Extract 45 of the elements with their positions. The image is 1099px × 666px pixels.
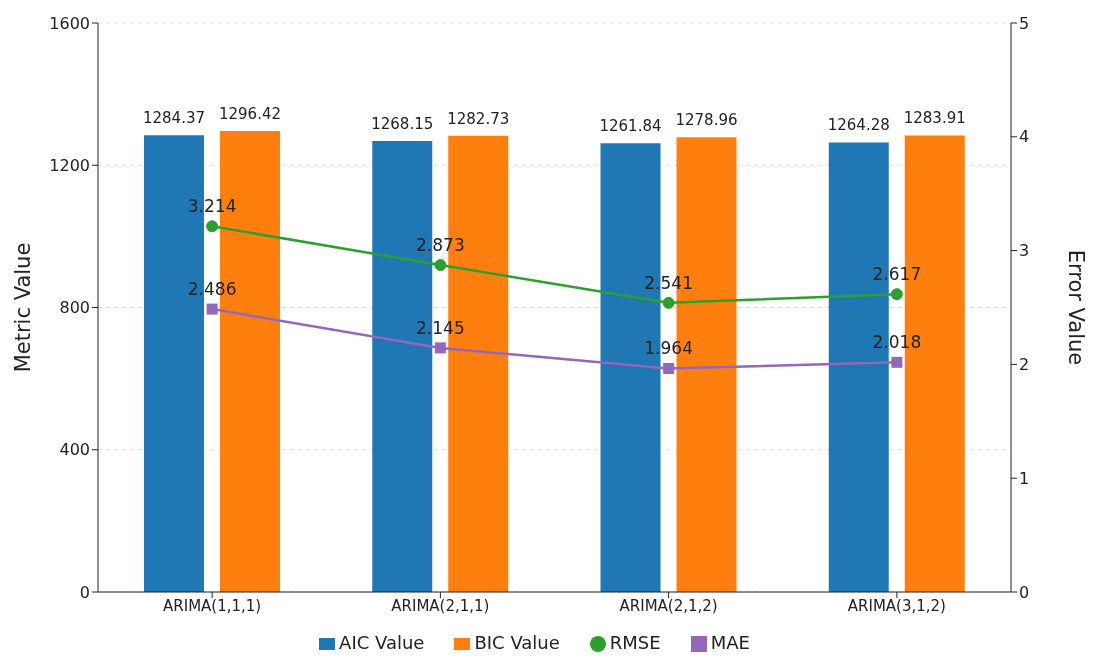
legend-label: BIC Value bbox=[474, 632, 560, 653]
data-label: 1282.73 bbox=[447, 109, 510, 128]
point bbox=[662, 296, 675, 309]
data-label: 2.617 bbox=[872, 264, 922, 285]
data-label: 3.214 bbox=[187, 196, 237, 217]
data-label: 1278.96 bbox=[675, 111, 738, 130]
y-tick-label: 0 bbox=[79, 582, 90, 602]
point bbox=[890, 288, 903, 301]
y2-tick-label: 1 bbox=[1019, 468, 1030, 488]
y2-tick-label: 2 bbox=[1019, 355, 1030, 375]
point bbox=[206, 303, 218, 315]
point bbox=[434, 342, 446, 354]
legend-label: RMSE bbox=[609, 632, 661, 653]
data-label: 2.873 bbox=[416, 235, 465, 256]
y-axis-title: Metric Value bbox=[11, 242, 36, 373]
data-label: 2.541 bbox=[644, 272, 693, 293]
y-tick-label: 800 bbox=[59, 298, 90, 318]
legend-label: AIC Value bbox=[339, 632, 425, 653]
data-label: 1283.91 bbox=[903, 109, 966, 128]
data-label: 1268.15 bbox=[371, 115, 434, 134]
x-tick-label: ARIMA(2,1,1) bbox=[391, 596, 490, 615]
y2-tick-label: 5 bbox=[1019, 13, 1030, 33]
data-label: 1261.84 bbox=[599, 117, 662, 136]
data-label: 2.486 bbox=[187, 279, 237, 300]
y-tick-label: 1200 bbox=[49, 155, 90, 175]
data-label: 1296.42 bbox=[218, 104, 282, 123]
point bbox=[434, 259, 447, 272]
x-tick-label: ARIMA(3,1,2) bbox=[847, 596, 946, 615]
point bbox=[891, 356, 903, 368]
data-label: 1264.28 bbox=[827, 116, 890, 135]
y2-tick-label: 0 bbox=[1019, 582, 1030, 602]
y2-axis-title: Error Value bbox=[1063, 249, 1088, 366]
y-tick-label: 400 bbox=[59, 440, 90, 460]
x-tick-label: ARIMA(2,1,2) bbox=[619, 596, 718, 615]
point bbox=[663, 363, 675, 374]
legend-label: MAE bbox=[710, 632, 750, 653]
point bbox=[206, 220, 219, 233]
data-label: 1.964 bbox=[644, 338, 693, 359]
data-label: 2.018 bbox=[872, 332, 922, 353]
y2-tick-label: 4 bbox=[1019, 127, 1030, 147]
y2-tick-label: 3 bbox=[1019, 241, 1030, 261]
data-label: 1284.37 bbox=[142, 109, 206, 128]
data-label: 2.145 bbox=[416, 317, 465, 338]
y-tick-label: 1600 bbox=[49, 13, 90, 33]
x-tick-label: ARIMA(1,1,1) bbox=[163, 596, 262, 615]
